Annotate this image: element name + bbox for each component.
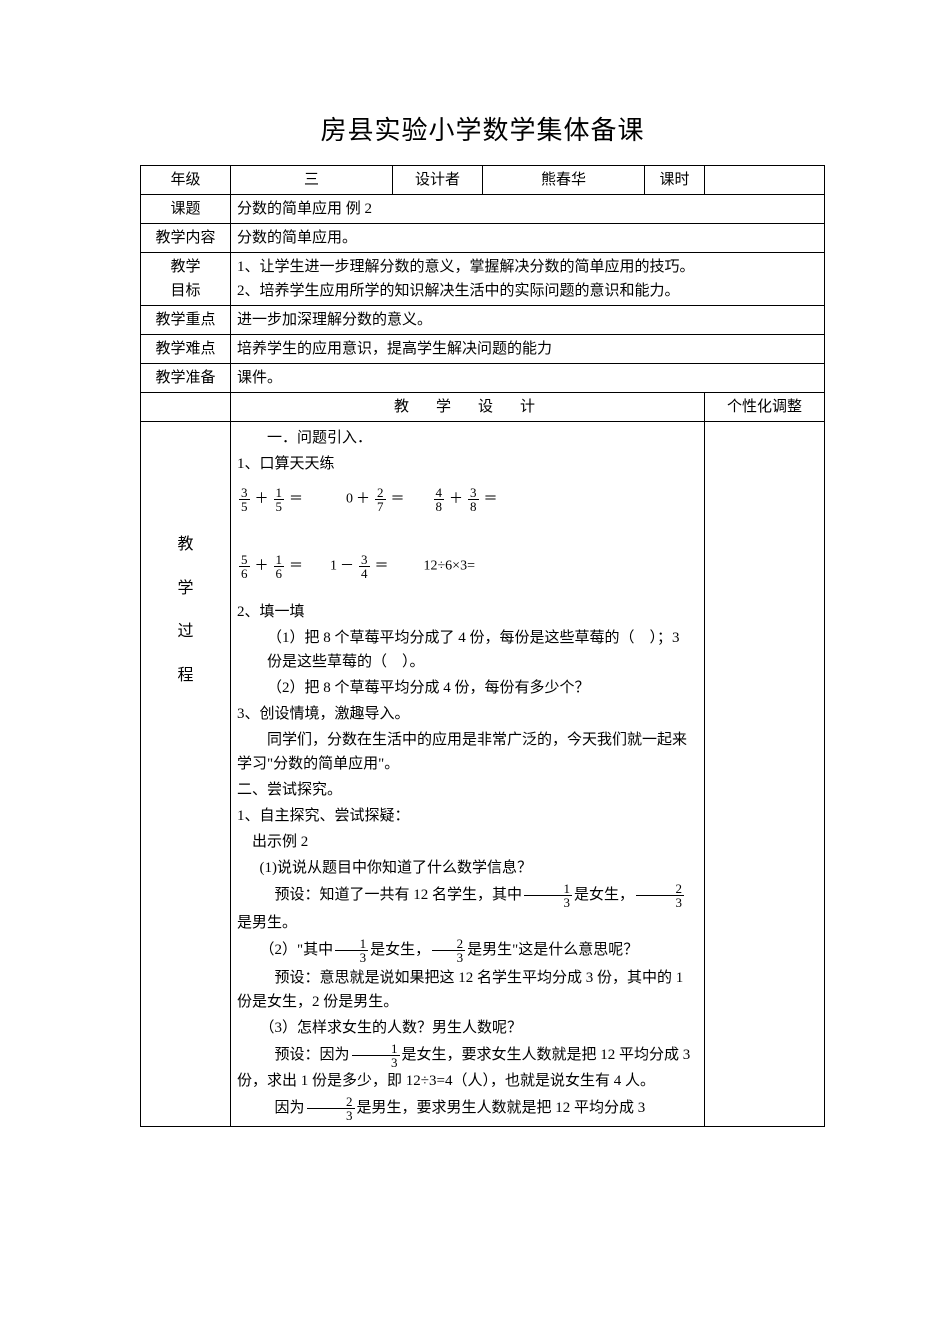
- label-keypoint: 教学重点: [141, 306, 231, 335]
- side-c1: 教: [147, 532, 224, 558]
- table-row: 教学难点 培养学生的应用意识，提高学生解决问题的能力: [141, 335, 825, 364]
- table-row: 教 学 设 计 个性化调整: [141, 393, 825, 422]
- p12a: 预设：知道了一共有 12 名学生，其中: [275, 887, 523, 903]
- page: 房县实验小学数学集体备课 年级 三 设计者 熊春华 课时 课题 分数的简单应用 …: [0, 0, 945, 1337]
- body-p17: 因为23是男生，要求男生人数就是把 12 平均分成 3: [237, 1095, 698, 1122]
- value-difficulty: 培养学生的应用意识，提高学生解决问题的能力: [231, 335, 825, 364]
- table-row-body: 教 学 过 程 一．问题引入． 1、口算天天练 35＋15＝0＋27＝48＋38…: [141, 422, 825, 1127]
- body-p11: (1)说说从题目中你知道了什么数学信息？: [237, 856, 698, 880]
- value-grade: 三: [231, 166, 393, 195]
- math-line-2: 56＋16＝1－34＝12÷6×3=: [237, 553, 698, 580]
- label-topic: 课题: [141, 195, 231, 224]
- page-title: 房县实验小学数学集体备课: [140, 110, 825, 147]
- body-p05: （2）把 8 个草莓平均分成 4 份，每份有多少个？: [237, 676, 698, 700]
- label-grade: 年级: [141, 166, 231, 195]
- body-p10: 出示例 2: [237, 830, 698, 854]
- body-p13: （2）"其中13是女生，23是男生"这是什么意思呢？: [237, 937, 698, 964]
- process-content: 一．问题引入． 1、口算天天练 35＋15＝0＋27＝48＋38＝ 56＋16＝…: [231, 422, 705, 1127]
- body-p02: 1、口算天天练: [237, 452, 698, 476]
- label-designer: 设计者: [393, 166, 483, 195]
- goal-line-1: 1、让学生进一步理解分数的意义，掌握解决分数的简单应用的技巧。: [237, 259, 695, 275]
- table-row: 教学重点 进一步加深理解分数的意义。: [141, 306, 825, 335]
- value-designer: 熊春华: [483, 166, 645, 195]
- body-p07: 同学们，分数在生活中的应用是非常广泛的，今天我们就一起来学习"分数的简单应用"。: [237, 728, 698, 776]
- value-prep: 课件。: [231, 364, 825, 393]
- value-period: [705, 166, 825, 195]
- body-p16: 预设：因为13是女生，要求女生人数就是把 12 平均分成 3 份，求出 1 份是…: [237, 1042, 698, 1093]
- table-row: 教学准备 课件。: [141, 364, 825, 393]
- label-goal-1: 教学: [170, 259, 200, 275]
- body-p09: 1、自主探究、尝试探疑：: [237, 804, 698, 828]
- p13a: （2）"其中: [260, 942, 334, 958]
- p16a: 预设：因为: [275, 1047, 350, 1063]
- math-line-1: 35＋15＝0＋27＝48＋38＝: [237, 486, 698, 513]
- process-label: 教 学 过 程: [141, 422, 231, 1127]
- design-center: 教 学 设 计: [231, 393, 705, 422]
- p12b: 是女生，: [574, 887, 634, 903]
- side-c4: 程: [147, 663, 224, 689]
- value-content: 分数的简单应用。: [231, 224, 825, 253]
- body-p04: （1）把 8 个草莓平均分成了 4 份，每份是这些草莓的（ ）；3 份是这些草莓…: [237, 626, 698, 674]
- body-p14: 预设：意思就是说如果把这 12 名学生平均分成 3 份，其中的 1 份是女生，2…: [237, 966, 698, 1014]
- body-p12: 预设：知道了一共有 12 名学生，其中13是女生，23: [237, 882, 698, 909]
- goal-line-2: 2、培养学生应用所学的知识解决生活中的实际问题的意识和能力。: [237, 283, 680, 299]
- body-p03: 2、填一填: [237, 600, 698, 624]
- body-p06: 3、创设情境，激趣导入。: [237, 702, 698, 726]
- table-row: 教学内容 分数的简单应用。: [141, 224, 825, 253]
- side-c3: 过: [147, 619, 224, 645]
- label-goal-2: 目标: [170, 283, 200, 299]
- label-goal: 教学 目标: [141, 253, 231, 306]
- p13c: 是男生"这是什么意思呢？: [467, 942, 638, 958]
- label-content: 教学内容: [141, 224, 231, 253]
- p17a: 因为: [275, 1100, 305, 1116]
- p13b: 是女生，: [370, 942, 430, 958]
- adjust-column: [705, 422, 825, 1127]
- p12c: 是男生。: [237, 911, 698, 935]
- table-row: 年级 三 设计者 熊春华 课时: [141, 166, 825, 195]
- value-keypoint: 进一步加深理解分数的意义。: [231, 306, 825, 335]
- table-row: 课题 分数的简单应用 例 2: [141, 195, 825, 224]
- body-p01: 一．问题引入．: [237, 426, 698, 450]
- label-difficulty: 教学难点: [141, 335, 231, 364]
- body-p08: 二、尝试探究。: [237, 778, 698, 802]
- p17b: 是男生，要求男生人数就是把 12 平均分成 3: [357, 1100, 646, 1116]
- lesson-plan-table: 年级 三 设计者 熊春华 课时 课题 分数的简单应用 例 2 教学内容 分数的简…: [140, 165, 825, 1127]
- label-prep: 教学准备: [141, 364, 231, 393]
- side-c2: 学: [147, 576, 224, 602]
- value-goal: 1、让学生进一步理解分数的意义，掌握解决分数的简单应用的技巧。 2、培养学生应用…: [231, 253, 825, 306]
- label-period: 课时: [645, 166, 705, 195]
- value-topic: 分数的简单应用 例 2: [231, 195, 825, 224]
- body-p15: （3）怎样求女生的人数？男生人数呢？: [237, 1016, 698, 1040]
- design-left: [141, 393, 231, 422]
- table-row: 教学 目标 1、让学生进一步理解分数的意义，掌握解决分数的简单应用的技巧。 2、…: [141, 253, 825, 306]
- design-right: 个性化调整: [705, 393, 825, 422]
